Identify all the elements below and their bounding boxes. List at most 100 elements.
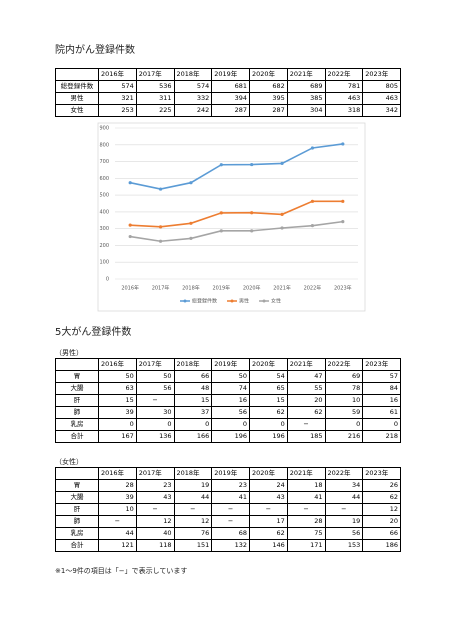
cell: 171 [286, 539, 326, 552]
cell: − [135, 503, 175, 516]
corner-cell [55, 358, 99, 371]
row: 乳房 44 40 76 68 62 75 56 66 [55, 527, 401, 540]
header-cell: 2022年 [324, 358, 364, 371]
row-label: 胃 [55, 479, 99, 492]
cell: 0 [98, 418, 137, 431]
marker [310, 224, 315, 228]
cell: 12 [173, 515, 213, 528]
cell: 48 [173, 382, 213, 395]
line [130, 200, 343, 228]
cell: 44 [324, 491, 364, 504]
row: 胃 50 50 66 50 54 47 69 57 [55, 370, 401, 383]
cell: 44 [98, 527, 137, 540]
cell: 41 [286, 491, 326, 504]
row-label: 肺 [55, 406, 99, 419]
cell: 151 [173, 539, 213, 552]
cell: 0 [173, 418, 213, 431]
cell: 40 [135, 527, 175, 540]
cell: 84 [362, 382, 401, 395]
y-tick-label: 300 [99, 226, 109, 232]
cell: 318 [324, 104, 364, 117]
cell: 59 [324, 406, 364, 419]
header-cell: 2021年 [286, 68, 326, 81]
y-tick-label: 900 [99, 126, 109, 132]
header-cell: 2020年 [249, 467, 288, 480]
table-caption: （女性） [55, 458, 83, 466]
cell: 41 [211, 491, 250, 504]
y-tick-label: 400 [99, 209, 109, 215]
cell: 50 [98, 370, 137, 383]
row-label: 肝 [55, 503, 99, 516]
x-tick-label: 2016年 [121, 285, 139, 292]
cell: 24 [249, 479, 288, 492]
header-cell: 2020年 [249, 358, 288, 371]
y-tick-label: 500 [99, 193, 109, 199]
cell: − [286, 418, 326, 431]
row-label: 総登録件数 [55, 80, 99, 93]
cell: 332 [173, 92, 213, 105]
row: 肺 −12 12−17 28 19 20 [55, 515, 401, 528]
table: 2016年 2017年 2018年 2019年 2020年 2021年 2022年 2023年… [55, 68, 401, 117]
line [130, 220, 343, 243]
header-cell: 2017年 [135, 467, 175, 480]
marker [219, 163, 223, 167]
chart-frame [97, 122, 366, 312]
corner-cell [55, 467, 99, 480]
cell: 12 [362, 503, 401, 516]
row: 大腸 63 56 48 74 65 55 78 84 [55, 382, 401, 395]
marker [250, 162, 254, 167]
row: 男性 321 311 332 394 395 385 463 463 [55, 92, 401, 105]
header-cell: 2018年 [173, 467, 213, 480]
cell: 394 [211, 92, 250, 105]
cell: 76 [173, 527, 213, 540]
legend-label: 総登録件数 [192, 298, 217, 305]
cell: 574 [98, 80, 137, 93]
cell: 56 [135, 382, 175, 395]
cell: − [173, 503, 213, 516]
cell: 17 [249, 515, 288, 528]
cell: 66 [173, 370, 213, 383]
header-cell: 2018年 [173, 68, 213, 81]
cell: 681 [211, 80, 250, 93]
marker [189, 221, 193, 225]
row-label: 肺 [55, 515, 99, 528]
table: 2016年 2017年 2018年 2019年 2020年 2021年 2022年 2023年… [55, 467, 401, 552]
cell: 65 [249, 382, 288, 395]
cell: 16 [211, 394, 250, 407]
header-cell: 2023年 [362, 358, 401, 371]
cell: 287 [249, 104, 288, 117]
title: 院内がん登録件数 [55, 45, 135, 56]
row-label: 男性 [55, 92, 99, 105]
cell: 69 [324, 370, 364, 383]
y-tick-label: 100 [99, 260, 109, 266]
cell: 153 [324, 539, 364, 552]
cell: 0 [324, 418, 364, 431]
y-tick-label: 600 [99, 176, 109, 182]
x-tick-label: 2018年 [182, 285, 200, 292]
marker [189, 181, 193, 185]
marker [128, 223, 132, 227]
cell: 78 [324, 382, 364, 395]
marker [341, 220, 345, 224]
header-cell: 2016年 [98, 358, 137, 371]
cell: 62 [362, 491, 401, 504]
corner-cell [55, 68, 99, 81]
header-cell: 2017年 [135, 358, 175, 371]
row-label: 肝 [55, 394, 99, 407]
header-cell: 2019年 [211, 68, 250, 81]
row: 合計 121 118 151 132 146 171 153 186 [55, 539, 401, 552]
row-label: 乳房 [55, 527, 99, 540]
cell: 47 [286, 370, 326, 383]
cell: 196 [211, 430, 250, 443]
row-label: 女性 [55, 104, 99, 117]
cell: 167 [98, 430, 137, 443]
row-label: 大腸 [55, 382, 99, 395]
header-row: 2016年 2017年 2018年 2019年 2020年 2021年 2022年 2023年 [55, 467, 401, 480]
cell: 66 [362, 527, 401, 540]
x-tick-label: 2021年 [273, 285, 291, 292]
cell: 304 [286, 104, 326, 117]
x-tick-label: 2020年 [243, 285, 261, 292]
cell: 19 [173, 479, 213, 492]
marker [158, 187, 163, 191]
